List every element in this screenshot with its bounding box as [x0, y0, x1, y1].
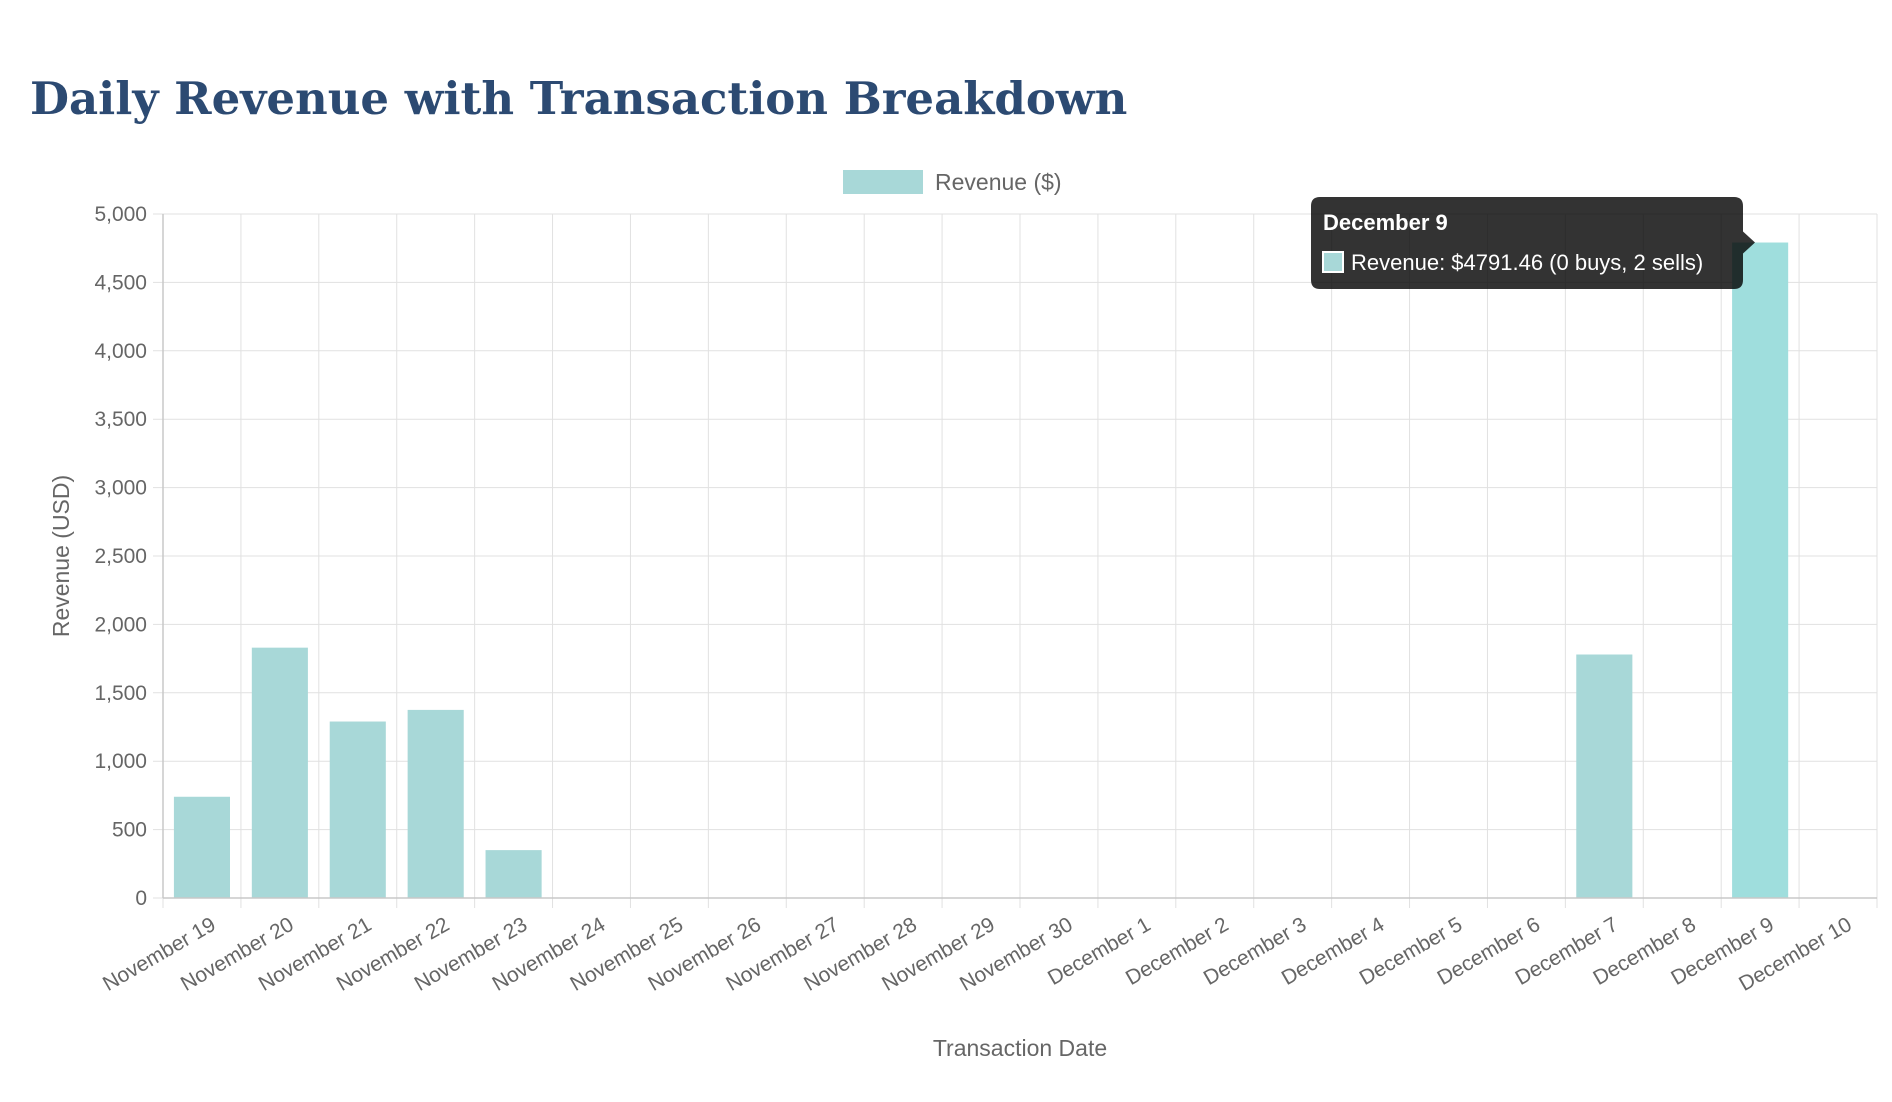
legend-label: Revenue ($) — [935, 169, 1062, 195]
bar-november-19 — [173, 796, 231, 898]
bar-november-21 — [329, 721, 386, 898]
y-tick-label: 4,000 — [94, 340, 147, 363]
tooltip-title: December 9 — [1323, 210, 1448, 235]
bar-november-20 — [251, 647, 308, 898]
page-title: Daily Revenue with Transaction Breakdown — [30, 72, 1128, 125]
y-tick-label: 1,500 — [94, 682, 147, 705]
y-axis-title: Revenue (USD) — [48, 475, 74, 637]
y-tick-label: 2,000 — [94, 613, 147, 636]
tooltip: December 9 Revenue: $4791.46 (0 buys, 2 … — [1311, 197, 1755, 289]
y-tick-label: 3,000 — [94, 477, 147, 500]
y-tick-label: 2,500 — [94, 545, 147, 568]
y-tick-label: 4,500 — [94, 271, 147, 294]
axes — [162, 214, 1877, 899]
tooltip-body: Revenue: $4791.46 (0 buys, 2 sells) — [1351, 250, 1703, 275]
bars — [173, 242, 1789, 899]
bar-november-22 — [407, 709, 464, 898]
y-tick-label: 5,000 — [94, 203, 147, 226]
tooltip-swatch — [1322, 251, 1344, 273]
legend[interactable]: Revenue ($) — [843, 169, 1062, 195]
bar-november-23 — [485, 850, 542, 898]
y-tick-label: 3,500 — [94, 408, 147, 431]
y-tick-label: 0 — [135, 887, 147, 910]
legend-swatch — [843, 170, 923, 194]
x-axis-title: Transaction Date — [933, 1035, 1107, 1061]
y-tick-label: 1,000 — [94, 750, 147, 773]
bar-december-9 — [1732, 242, 1789, 899]
y-tick-label: 500 — [112, 819, 147, 842]
y-tick-labels: 0 500 1,000 1,500 2,000 2,500 3,000 3,500 4,000 4… — [94, 203, 147, 910]
tooltip-box — [1311, 197, 1755, 289]
bar-december-7 — [1576, 654, 1633, 898]
